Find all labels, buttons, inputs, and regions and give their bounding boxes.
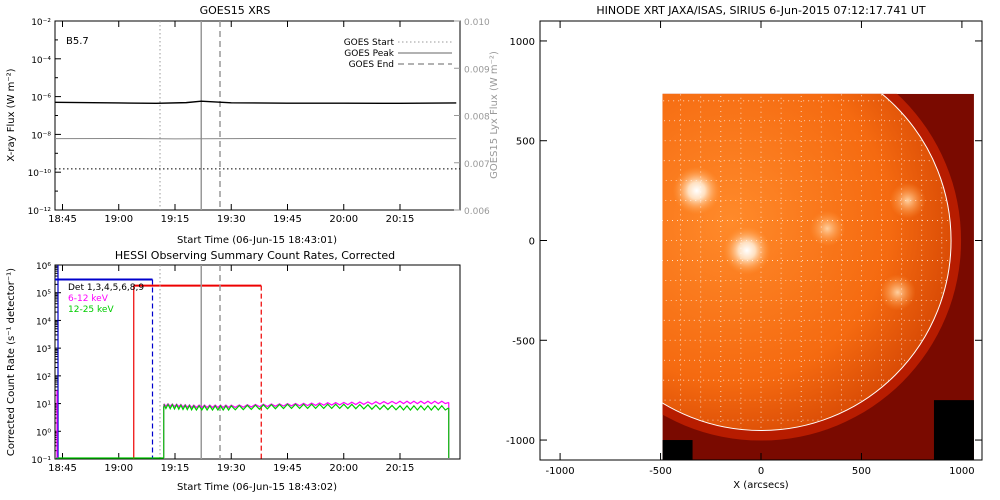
legend-label-detectors: Det 1,3,4,5,6,8,9 <box>68 283 144 293</box>
legend-label-goes-end: GOES End <box>349 60 394 70</box>
goes-annotation: B5.7 <box>66 36 89 47</box>
goes-y2-tick-label: 0.009 <box>464 65 490 75</box>
xrt-x-tick-label: -1000 <box>546 466 575 477</box>
xrt-x-tick-label: 0 <box>758 466 764 477</box>
xrt-x-tick-label: 500 <box>852 466 871 477</box>
hessi-x-tick-label: 19:00 <box>104 463 133 474</box>
hessi-x-tick-label: 19:45 <box>273 463 302 474</box>
goes-x-tick-label: 19:45 <box>273 214 302 225</box>
solar-disk <box>662 93 952 431</box>
hessi-y-tick-label: 10¹ <box>36 401 51 411</box>
hessi-title: HESSI Observing Summary Count Rates, Cor… <box>115 249 395 262</box>
hessi-event-lines <box>159 265 221 459</box>
goes-series <box>54 100 457 140</box>
goes-x-tick-label: 19:30 <box>217 214 246 225</box>
goes-y-tick-label: 10⁻² <box>31 18 51 28</box>
xrt-x-tick-label: -500 <box>649 466 672 477</box>
goes-y-ticks: 10⁻¹² 10⁻¹⁰ 10⁻⁸ 10⁻⁶ 10⁻⁴ 10⁻² <box>28 18 61 217</box>
hessi-legend: Det 1,3,4,5,6,8,9 6-12 keV 12-25 keV <box>68 283 144 315</box>
active-region <box>889 182 926 219</box>
xrt-y-tick-label: 500 <box>516 137 535 148</box>
goes-y-tick-label: 10⁻¹⁰ <box>28 169 52 179</box>
xrt-y-tick-label: 0 <box>529 237 535 248</box>
goes-event-lines <box>55 21 460 210</box>
active-region <box>879 274 916 311</box>
legend-label-6-12kev: 6-12 keV <box>68 294 109 304</box>
goes-x-tick-label: 19:15 <box>161 214 190 225</box>
goes-plot-area <box>54 20 461 211</box>
hessi-x-tick-label: 20:00 <box>329 463 358 474</box>
goes-ylabel: X-ray Flux (W m⁻²) <box>6 68 17 161</box>
image-background <box>933 400 974 460</box>
goes-y-tick-label: 10⁻⁴ <box>31 56 51 66</box>
xrt-y-tick-label: -500 <box>512 336 535 347</box>
goes-x-tick-label: 19:00 <box>104 214 133 225</box>
hessi-y-tick-label: 10⁰ <box>36 428 51 438</box>
goes-y-tick-label: 10⁻⁸ <box>31 131 51 141</box>
goes-y2-tick-label: 0.010 <box>464 18 490 28</box>
hessi-plot-area <box>54 264 461 460</box>
goes-legend: GOES Start GOES Peak GOES End <box>344 38 452 70</box>
goes-xlabel: Start Time (06-Jun-15 18:43:01) <box>177 235 337 246</box>
hessi-y-tick-label: 10⁻¹ <box>31 456 51 466</box>
active-region <box>722 226 771 275</box>
goes-y2label: GOES15 Lyx Flux (W m⁻²) <box>489 51 500 179</box>
xrt-y-tick-label: 1000 <box>510 37 535 48</box>
xrt-panel: HINODE XRT JAXA/ISAS, SIRIUS 6-Jun-2015 … <box>506 4 983 491</box>
hessi-attenuator-lines <box>55 265 262 459</box>
hessi-y-tick-label: 10² <box>36 373 51 383</box>
goes-y2-tick-label: 0.007 <box>464 160 490 170</box>
goes-y2-tick-label: 0.006 <box>464 207 490 217</box>
hessi-ylabel: Corrected Count Rate (s⁻¹ detector⁻¹) <box>6 268 17 456</box>
hessi-12-25kev-series <box>163 403 450 412</box>
hessi-x-tick-label: 20:15 <box>386 463 415 474</box>
image-background <box>662 440 693 460</box>
xrt-y-ticks: -1000 -500 0 500 1000 <box>506 37 982 447</box>
heliographic-grid <box>662 93 952 430</box>
solar-image <box>662 93 974 460</box>
goes-x-ticks: 18:45 19:00 19:15 19:30 19:45 20:00 20:15 <box>48 21 414 225</box>
goes-x-tick-label: 20:00 <box>329 214 358 225</box>
hessi-y-tick-label: 10⁶ <box>36 262 51 272</box>
goes-long-series <box>54 100 457 105</box>
goes-x-tick-label: 18:45 <box>48 214 77 225</box>
xrt-xlabel: X (arcsecs) <box>733 480 789 491</box>
hessi-x-tick-label: 18:45 <box>48 463 77 474</box>
xrt-y-tick-label: -1000 <box>506 436 535 447</box>
active-region <box>809 210 846 247</box>
goes-y2-ticks: 0.006 0.007 0.008 0.009 0.010 <box>454 18 490 217</box>
xrt-title: HINODE XRT JAXA/ISAS, SIRIUS 6-Jun-2015 … <box>596 4 926 17</box>
goes-y-tick-label: 10⁻¹² <box>28 207 52 217</box>
hessi-xlabel: Start Time (06-Jun-15 18:43:02) <box>177 482 337 493</box>
xrt-x-tick-label: 1000 <box>949 466 974 477</box>
hessi-x-tick-label: 19:15 <box>161 463 190 474</box>
goes-y2-tick-label: 0.008 <box>464 113 490 123</box>
active-region <box>672 166 721 215</box>
hessi-y-tick-label: 10⁴ <box>36 317 51 327</box>
goes-y-tick-label: 10⁻⁶ <box>31 94 51 104</box>
hessi-x-tick-label: 19:30 <box>217 463 246 474</box>
hessi-y-tick-label: 10⁵ <box>36 290 51 300</box>
hessi-panel: HESSI Observing Summary Count Rates, Cor… <box>6 249 461 493</box>
legend-label-goes-peak: GOES Peak <box>344 49 394 59</box>
xrt-x-ticks: -1000 -500 0 500 1000 <box>546 21 975 477</box>
goes-title: GOES15 XRS <box>200 4 271 17</box>
hessi-series <box>56 390 450 459</box>
hessi-y-tick-label: 10³ <box>36 345 51 355</box>
legend-label-12-25kev: 12-25 keV <box>68 305 114 315</box>
legend-label-goes-start: GOES Start <box>344 38 395 48</box>
goes-panel: GOES15 XRS 18:45 19:00 19:15 19:30 19:45 20:0… <box>6 4 500 246</box>
goes-x-tick-label: 20:15 <box>386 214 415 225</box>
